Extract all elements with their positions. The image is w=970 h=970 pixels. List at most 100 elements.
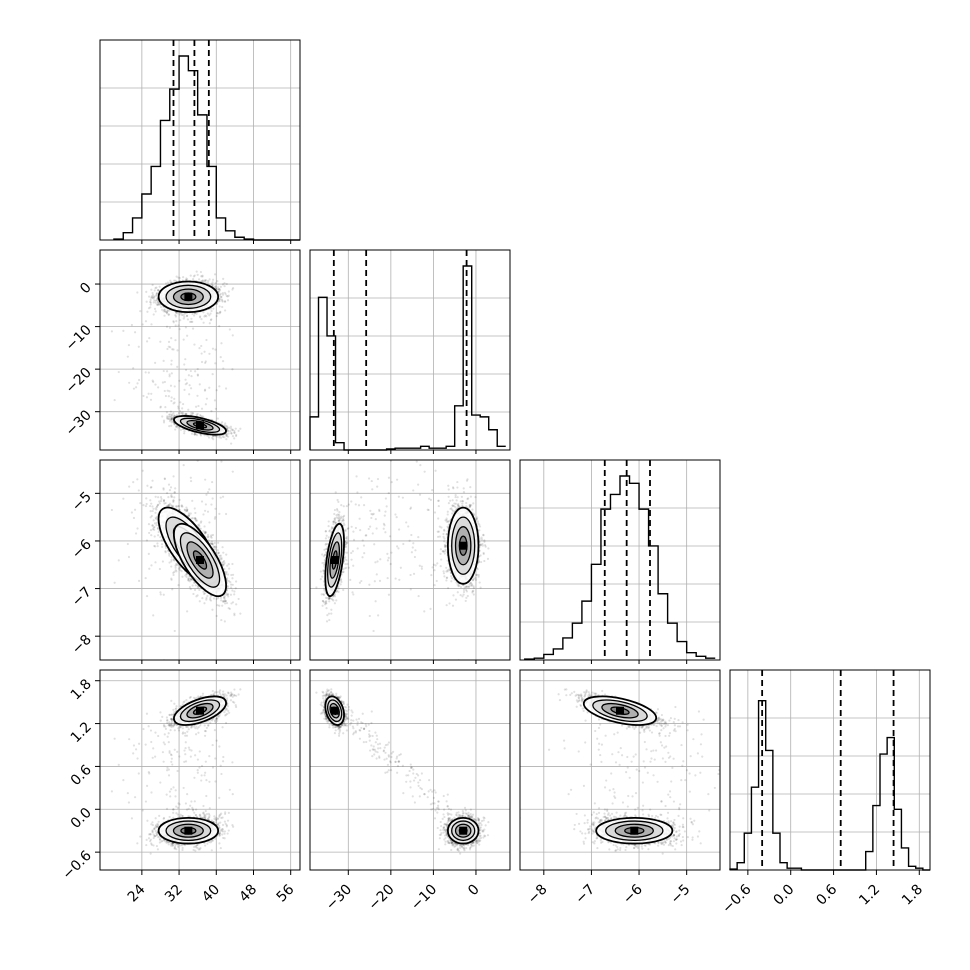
sample-point — [205, 315, 208, 318]
sample-point — [169, 279, 172, 282]
sample-point — [170, 505, 173, 508]
sample-point — [145, 300, 148, 303]
sample-point — [225, 434, 228, 437]
sample-point — [151, 479, 154, 482]
sample-point — [223, 291, 227, 294]
sample-point — [151, 293, 155, 296]
sample-point — [214, 285, 217, 288]
sample-point — [149, 303, 152, 306]
sample-point — [136, 382, 139, 385]
sample-point — [157, 302, 160, 305]
sample-point — [153, 289, 156, 292]
sample-point — [184, 368, 188, 372]
sample-point — [180, 313, 184, 317]
sample-point — [165, 312, 169, 315]
sample-point — [226, 577, 229, 580]
sample-point — [157, 289, 160, 292]
sample-point — [191, 278, 195, 281]
sample-point — [159, 406, 162, 409]
sample-point — [221, 360, 225, 363]
sample-point — [188, 384, 191, 387]
sample-point — [230, 432, 233, 435]
sample-point — [216, 435, 219, 438]
sample-point — [187, 374, 191, 377]
sample-point — [145, 340, 149, 343]
sample-point — [132, 516, 136, 520]
sample-point — [159, 499, 163, 503]
sample-point — [193, 343, 196, 346]
sample-point — [221, 421, 224, 424]
sample-point — [167, 313, 170, 316]
sample-point — [183, 432, 186, 435]
grid-layer — [100, 40, 930, 870]
sample-point — [163, 389, 166, 393]
sample-point — [145, 539, 149, 542]
sample-point — [218, 297, 221, 300]
sample-point — [201, 275, 204, 278]
sample-point — [160, 308, 164, 311]
sample-point — [214, 285, 217, 288]
sample-point — [172, 411, 175, 415]
sample-point — [189, 387, 193, 390]
sample-point — [149, 499, 152, 502]
sample-point — [225, 602, 229, 605]
sample-point — [189, 369, 192, 373]
sample-point — [215, 314, 218, 318]
sample-point — [222, 551, 225, 554]
sample-point — [152, 313, 155, 316]
sample-point — [175, 275, 178, 278]
sample-point — [162, 421, 166, 424]
sample-point — [205, 279, 208, 282]
sample-point — [217, 290, 220, 294]
sample-point — [200, 407, 204, 410]
sample-point — [209, 542, 212, 545]
sample-point — [213, 273, 217, 276]
sample-point — [177, 324, 180, 327]
sample-point — [174, 314, 177, 317]
sample-point — [162, 419, 166, 422]
sample-point — [196, 374, 199, 377]
sample-point — [218, 312, 221, 315]
sample-point — [149, 301, 152, 304]
sample-point — [223, 597, 226, 601]
sample-point — [193, 433, 196, 436]
sample-point — [221, 300, 224, 303]
sample-point — [225, 433, 229, 436]
sample-point — [113, 581, 116, 584]
sample-point — [203, 350, 206, 353]
sample-point — [170, 417, 173, 421]
sample-point — [154, 383, 157, 386]
sample-point — [231, 288, 234, 291]
sample-point — [196, 412, 199, 416]
sample-point — [152, 380, 155, 383]
sample-point — [156, 544, 159, 548]
sample-point — [150, 296, 153, 299]
sample-point — [170, 556, 173, 559]
sample-point — [174, 311, 178, 314]
sample-point — [173, 401, 176, 404]
sample-point — [223, 424, 226, 427]
sample-point — [199, 414, 202, 417]
sample-point — [211, 347, 215, 350]
sample-point — [211, 281, 214, 284]
sample-point — [166, 281, 170, 284]
sample-point — [187, 512, 191, 515]
sample-point — [224, 293, 227, 296]
sample-point — [170, 359, 173, 362]
sample-point — [155, 517, 158, 520]
sample-point — [189, 579, 192, 582]
sample-point — [152, 507, 155, 510]
sample-point — [208, 314, 211, 317]
sample-point — [167, 496, 170, 499]
sample-point — [225, 425, 229, 428]
sample-point — [174, 339, 177, 342]
sample-point — [166, 416, 169, 419]
sample-point — [181, 411, 184, 414]
sample-point — [161, 415, 164, 418]
sample-point — [211, 542, 214, 545]
sample-point — [171, 495, 174, 498]
density-peak — [196, 421, 204, 430]
sample-point — [211, 542, 214, 545]
sample-point — [207, 436, 211, 439]
sample-point — [165, 504, 169, 508]
